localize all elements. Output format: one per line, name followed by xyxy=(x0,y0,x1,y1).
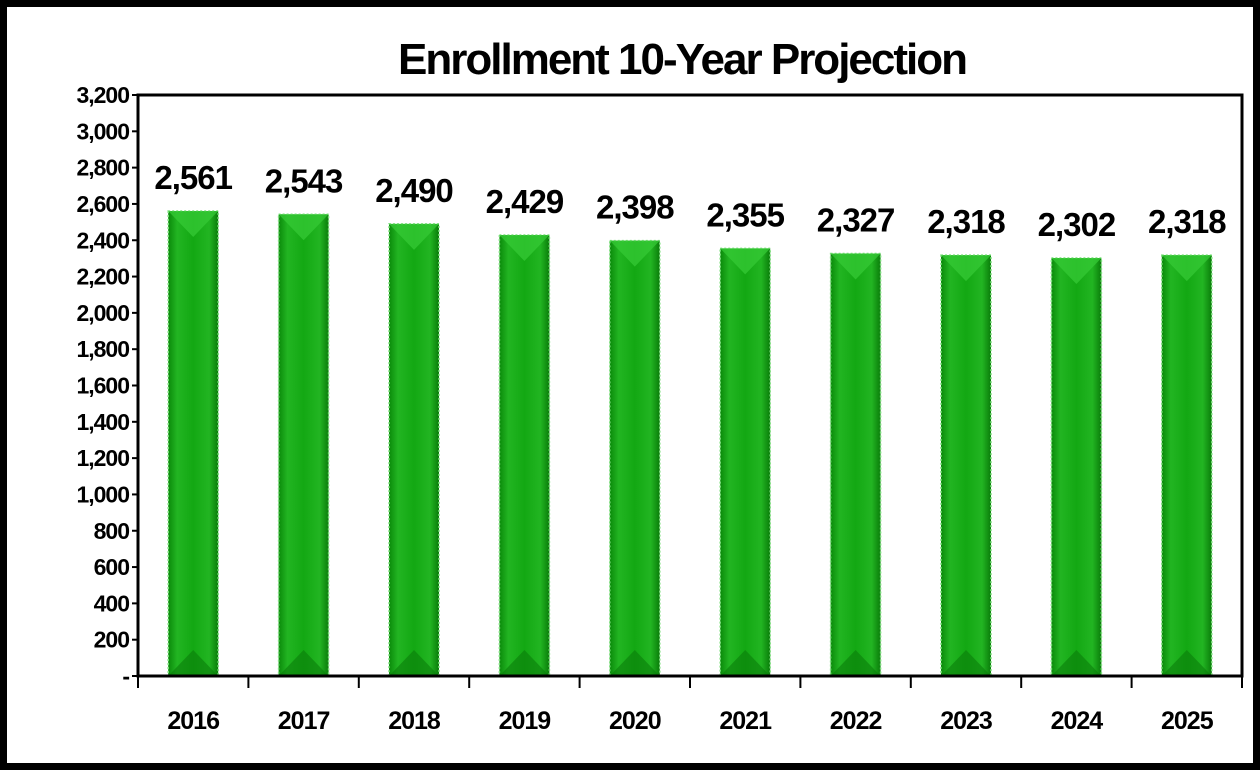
bar xyxy=(498,234,551,677)
x-tick-label: 2017 xyxy=(278,707,330,735)
data-label: 2,327 xyxy=(817,202,895,239)
y-tick-label: 2,000 xyxy=(76,300,129,326)
x-tick-label: 2021 xyxy=(719,707,772,735)
bar-bottom-bevel xyxy=(1161,650,1212,676)
bar-top-bevel xyxy=(278,214,329,241)
bar-bottom-bevel xyxy=(389,650,439,676)
y-tick-label: 3,200 xyxy=(76,82,129,108)
y-tick-label: 3,000 xyxy=(76,118,129,144)
y-tick-label: 1,800 xyxy=(76,336,129,362)
ticks-layer: 2016 2017 2018 2019 2020 2021 2022 2023 2024 2025… xyxy=(76,82,1214,735)
bar-body xyxy=(1050,257,1103,677)
bar-chart: Enrollment 10-Year Projection 2016 2017 20… xyxy=(76,35,1244,735)
bar-body xyxy=(940,254,992,677)
bar-body xyxy=(1161,254,1213,677)
bar-bottom-bevel xyxy=(278,650,329,676)
y-tick-label: 2,400 xyxy=(76,227,129,253)
y-tick-label: 2,800 xyxy=(76,155,129,181)
bar xyxy=(940,254,992,677)
bar xyxy=(1050,257,1103,677)
bar-top-bevel xyxy=(609,240,660,267)
bar-bottom-bevel xyxy=(720,650,771,676)
data-label: 2,318 xyxy=(1148,203,1226,240)
bar-top-bevel xyxy=(168,211,219,238)
x-tick-label: 2016 xyxy=(167,707,219,735)
x-tick-label: 2022 xyxy=(830,707,882,735)
x-tick-label: 2018 xyxy=(388,707,441,735)
y-tick-label: 2,600 xyxy=(76,191,129,217)
data-label: 2,302 xyxy=(1038,206,1116,243)
bar xyxy=(1161,254,1213,677)
bar xyxy=(719,247,771,677)
y-tick-label: 600 xyxy=(94,554,130,580)
x-tick-label: 2023 xyxy=(940,707,992,735)
x-tick-label: 2025 xyxy=(1161,707,1214,735)
data-label: 2,355 xyxy=(706,196,784,233)
bar xyxy=(388,223,440,677)
bars-layer xyxy=(167,210,1213,677)
bar-bottom-bevel xyxy=(609,650,660,676)
bar xyxy=(609,239,661,677)
y-tick-label: 1,200 xyxy=(76,445,129,471)
bar-bottom-bevel xyxy=(499,650,550,676)
bar-body xyxy=(167,210,219,677)
axes-layer xyxy=(132,93,1244,688)
bar-bottom-bevel xyxy=(168,650,219,676)
data-label: 2,398 xyxy=(596,189,674,226)
bar-body xyxy=(719,247,771,677)
bar-body xyxy=(829,252,882,677)
bar-bottom-bevel xyxy=(1051,650,1102,676)
data-label: 2,561 xyxy=(154,159,232,196)
y-tick-label: 2,200 xyxy=(76,264,129,290)
data-label: 2,490 xyxy=(375,172,453,209)
bar-top-bevel xyxy=(720,248,771,275)
bar-bottom-bevel xyxy=(830,650,881,676)
bar-bottom-bevel xyxy=(941,650,991,676)
bar xyxy=(277,213,330,677)
chart-title: Enrollment 10-Year Projection xyxy=(398,35,966,84)
bar-body xyxy=(498,234,551,677)
bar xyxy=(829,252,882,677)
data-label: 2,543 xyxy=(265,162,343,199)
bar-body xyxy=(609,239,661,677)
data-label: 2,429 xyxy=(486,183,564,220)
y-tick-label: 800 xyxy=(94,518,130,544)
bar-top-bevel xyxy=(499,234,550,261)
bar-body xyxy=(277,213,330,677)
y-tick-label: 200 xyxy=(94,627,130,653)
labels-layer: 2,561 2,543 2,490 2,429 2,398 2,355 2,327 2,318… xyxy=(154,159,1227,243)
x-tick-label: 2019 xyxy=(499,707,551,735)
bar-top-bevel xyxy=(941,255,991,282)
data-label: 2,318 xyxy=(927,203,1005,240)
y-tick-label: 1,000 xyxy=(76,481,129,507)
y-tick-label: - xyxy=(122,663,129,689)
bar-top-bevel xyxy=(830,253,881,280)
bar-top-bevel xyxy=(1051,258,1102,285)
y-tick-label: 1,600 xyxy=(76,373,129,399)
bar-top-bevel xyxy=(389,223,439,250)
bar-body xyxy=(388,223,440,677)
bar xyxy=(167,210,219,677)
y-tick-label: 400 xyxy=(94,590,130,616)
x-tick-label: 2024 xyxy=(1051,707,1104,735)
x-tick-label: 2020 xyxy=(609,707,661,735)
y-tick-label: 1,400 xyxy=(76,409,129,435)
bar-top-bevel xyxy=(1161,255,1212,282)
